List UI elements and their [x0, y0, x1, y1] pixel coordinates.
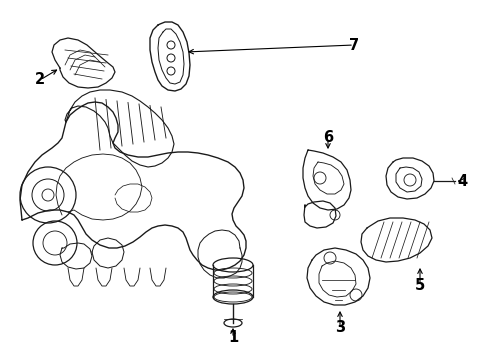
Text: 1: 1	[227, 330, 238, 346]
Text: 4: 4	[456, 174, 466, 189]
Text: 7: 7	[348, 37, 358, 53]
Text: 2: 2	[35, 72, 45, 87]
Text: 3: 3	[334, 320, 345, 336]
Text: 5: 5	[414, 278, 424, 292]
Text: 6: 6	[322, 130, 332, 145]
